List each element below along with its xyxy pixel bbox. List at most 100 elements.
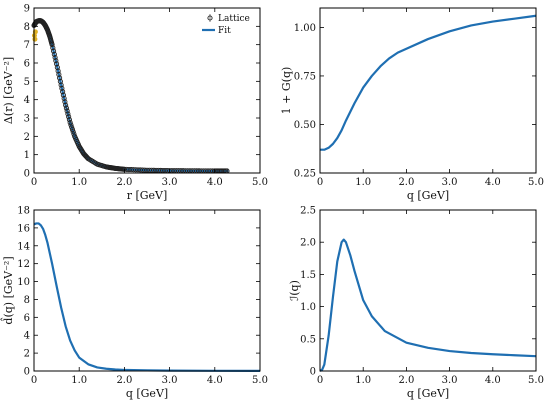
x-tick-label: 0 [317, 375, 323, 386]
plot-frame [33, 209, 261, 372]
y-tick-label: 0 [310, 367, 316, 378]
x-axis-label: q [GeV] [126, 387, 168, 400]
x-tick-label: 1.0 [71, 375, 87, 386]
x-axis-label: r [GeV] [127, 189, 168, 202]
y-tick-label: 0.25 [294, 169, 316, 180]
lattice-point [66, 114, 72, 120]
y-tick-label: 2 [24, 349, 30, 360]
y-tick-label: 7 [24, 40, 30, 51]
y-tick-label: 4 [24, 95, 30, 106]
y-tick-label: 1.00 [294, 23, 316, 34]
legend-label-lattice: Lattice [218, 14, 250, 24]
x-tick-label: 3.0 [162, 177, 178, 188]
x-tick-label: 3.0 [162, 375, 178, 386]
plot-frame [319, 209, 537, 372]
lattice-point [62, 99, 68, 105]
lattice-point [69, 126, 75, 133]
lattice-point [64, 108, 70, 114]
lattice-point [51, 51, 57, 57]
y-tick-label: 8 [24, 295, 30, 306]
lattice-point [55, 68, 61, 74]
plot-frame [33, 7, 261, 174]
lattice-point [58, 82, 64, 88]
y-tick-label: 2.0 [300, 238, 316, 249]
lattice-point [63, 105, 69, 111]
y-tick-label: 2 [24, 132, 30, 143]
y-tick-label: 4 [24, 331, 30, 342]
x-tick-label: 2.0 [398, 177, 414, 188]
lattice-point [63, 102, 69, 108]
lattice-point [61, 95, 67, 101]
x-tick-label: 1.0 [355, 375, 371, 386]
x-axis-label: q [GeV] [407, 387, 449, 400]
chart-i-q: 0 1.0 2.0 3.0 4.0 5.0 0 0.5 1.0 1.5 2.0 2.5 q [GeV] ℐ… [288, 206, 544, 401]
fit-curve [33, 19, 229, 173]
lattice-point [70, 129, 76, 135]
lattice-point-early [32, 36, 38, 42]
x-tick-label: 0 [317, 177, 323, 188]
lattice-point [50, 45, 56, 51]
y-axis-label: d̂(q) [GeV⁻²] [1, 256, 15, 324]
y-tick-label: 0.5 [300, 334, 316, 345]
legend: Lattice Fit [202, 14, 250, 36]
x-tick-label: 2.0 [116, 375, 132, 386]
x-tick-label: 4.0 [207, 375, 223, 386]
y-tick-label: 0.50 [294, 120, 316, 131]
chart-one-plus-g: 0 1.0 2.0 3.0 4.0 5.0 0.25 0.50 0.75 1.00 q [GeV] 1… [280, 7, 544, 202]
x-tick-label: 0 [31, 177, 37, 188]
y-axis-label: Δ(r) [GeV⁻²] [2, 57, 15, 124]
x-tick-label: 3.0 [442, 177, 458, 188]
y-tick-label: 1.0 [300, 302, 316, 313]
x-tick-label: 0 [31, 375, 37, 386]
lattice-point [54, 64, 60, 70]
plot-frame [319, 7, 537, 174]
fit-curve [319, 238, 537, 372]
y-tick-label: 14 [17, 241, 30, 252]
x-tick-label: 1.0 [71, 177, 87, 188]
lattice-point [49, 42, 55, 48]
legend-label-fit: Fit [218, 26, 231, 36]
fit-curve [33, 222, 261, 373]
x-tick-label: 5.0 [252, 177, 268, 188]
y-tick-label: 10 [17, 277, 30, 288]
x-tick-label: 4.0 [207, 177, 223, 188]
y-tick-label: 0 [24, 367, 30, 378]
x-tick-label: 4.0 [485, 375, 501, 386]
y-tick-label: 6 [24, 313, 30, 324]
x-tick-label: 4.0 [485, 177, 501, 188]
y-axis-label: 1 + G(q) [280, 67, 293, 115]
lattice-point [68, 122, 74, 128]
y-tick-label: 6 [24, 59, 30, 70]
lattice-point [60, 89, 66, 95]
y-tick-label: 1 [24, 150, 30, 161]
fit-curve [320, 14, 537, 151]
y-tick-label: 0.75 [294, 71, 316, 82]
x-tick-label: 3.0 [442, 375, 458, 386]
chart-delta-r: 0 1.0 2.0 3.0 4.0 5.0 0 1 2 3 4 5 6 7 8 9 r [GeV] Δ(r) [G… [2, 4, 268, 203]
x-tick-label: 1.0 [355, 177, 371, 188]
lattice-point [57, 75, 63, 81]
lattice-point [69, 124, 75, 130]
y-tick-label: 0 [24, 169, 30, 180]
y-axis-label: ℐ(q) [288, 280, 301, 301]
lattice-point [60, 92, 66, 98]
lattice-point [52, 54, 58, 61]
lattice-point [66, 117, 72, 123]
x-tick-label: 5.0 [252, 375, 268, 386]
y-tick-label: 9 [24, 4, 30, 15]
lattice-point [51, 48, 57, 54]
y-tick-label: 16 [17, 223, 30, 234]
lattice-point [54, 61, 60, 67]
y-tick-label: 2.5 [300, 206, 316, 217]
x-tick-label: 2.0 [398, 375, 414, 386]
y-tick-label: 12 [17, 259, 30, 270]
x-tick-label: 2.0 [116, 177, 132, 188]
y-tick-label: 3 [24, 114, 30, 125]
lattice-point [57, 78, 63, 85]
lattice-point [59, 85, 65, 91]
x-tick-label: 5.0 [528, 177, 544, 188]
chart-d-hat-q: 0 1.0 2.0 3.0 4.0 5.0 0 2 4 6 8 10 12 14 16 18 q [GeV] d̂… [1, 206, 268, 401]
x-tick-label: 5.0 [528, 375, 544, 386]
lattice-point [67, 120, 73, 126]
